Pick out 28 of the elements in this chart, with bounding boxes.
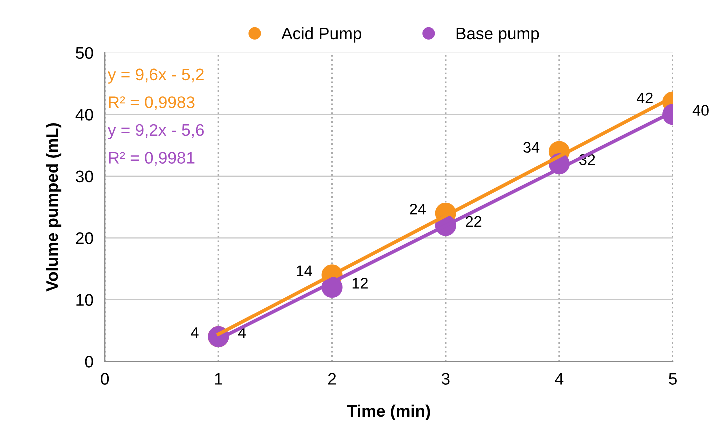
annotation: y = 9,6x - 5,2 xyxy=(108,68,204,84)
y-axis-title: Volume pumped (mL) xyxy=(46,124,62,292)
annotation: y = 9,2x - 5,6 xyxy=(108,124,204,140)
x-tick-label: 5 xyxy=(669,373,678,385)
data-label: 22 xyxy=(466,216,482,227)
x-tick-label: 4 xyxy=(555,373,564,385)
y-tick-label: 50 xyxy=(76,47,94,60)
data-label: 24 xyxy=(410,204,426,215)
data-label: 34 xyxy=(524,142,540,154)
legend-label: Acid Pump xyxy=(282,27,362,43)
data-label: 4 xyxy=(191,328,199,338)
x-tick-label: 1 xyxy=(215,373,222,385)
y-tick-label: 30 xyxy=(76,170,94,183)
data-label: 42 xyxy=(636,92,653,104)
data-label: 14 xyxy=(297,266,312,276)
annotation: R² = 0,9983 xyxy=(109,96,195,110)
x-tick-label: 2 xyxy=(328,373,336,385)
data-label: 12 xyxy=(352,278,368,289)
data-label: 40 xyxy=(692,105,709,116)
y-tick-label: 10 xyxy=(76,294,94,306)
legend-label: Base pump xyxy=(456,28,540,43)
x-tick-label: 3 xyxy=(442,373,450,385)
y-tick-label: 0 xyxy=(85,356,94,368)
annotation: R² = 0,9981 xyxy=(109,152,195,166)
y-tick-label: 20 xyxy=(76,232,94,244)
x-axis-title: Time (min) xyxy=(347,404,430,420)
y-tick-label: 40 xyxy=(76,109,94,121)
x-tick-label: 0 xyxy=(101,373,110,385)
